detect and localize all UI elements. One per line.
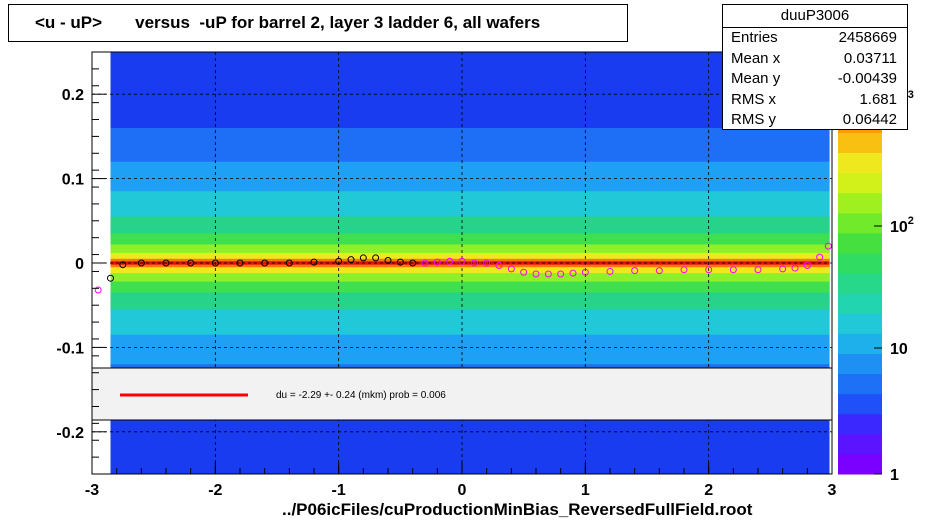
x-tick-label: 2 xyxy=(704,482,713,499)
profile-point xyxy=(779,265,787,273)
stats-row-mean-x: Mean x 0.03711 xyxy=(731,49,897,67)
stats-box: duuP3006 Entries 2458669 Mean x 0.03711 Me… xyxy=(722,4,908,130)
x-tick-label: 0 xyxy=(458,482,467,499)
profile-point xyxy=(384,256,392,264)
profile-point xyxy=(655,267,663,275)
profile-point xyxy=(421,259,429,267)
color-scale-segment xyxy=(838,313,882,334)
profile-point xyxy=(754,266,762,274)
x-tick-label: -1 xyxy=(332,482,346,499)
profile-point xyxy=(335,257,343,265)
profile-point xyxy=(310,258,318,266)
profile-point xyxy=(791,264,799,272)
profile-point xyxy=(816,253,824,261)
profile-point xyxy=(495,262,503,270)
profile-point xyxy=(187,259,195,267)
stats-row-mean-y: Mean y -0.00439 xyxy=(731,70,897,87)
profile-point xyxy=(631,267,639,275)
color-scale-segment xyxy=(838,252,882,274)
color-scale-segment xyxy=(838,132,882,153)
profile-point xyxy=(705,266,713,274)
x-tick-label: -2 xyxy=(208,482,222,499)
profile-point xyxy=(236,259,244,267)
color-scale-segment xyxy=(838,393,882,415)
profile-point xyxy=(285,259,293,267)
profile-point xyxy=(483,259,491,267)
y-tick-label: 0.2 xyxy=(62,87,84,104)
chart-title: <u - uP> versus -uP for barrel 2, layer … xyxy=(8,4,628,42)
x-axis: -3 -2 -1 0 1 2 3 xyxy=(85,462,837,499)
profile-point xyxy=(261,259,269,267)
z-tick-label: 102 xyxy=(890,215,914,236)
profile-point xyxy=(347,256,355,264)
profile-point xyxy=(606,267,614,275)
profile-point xyxy=(569,269,577,277)
color-scale-segment xyxy=(838,152,882,174)
profile-point xyxy=(396,258,404,266)
color-scale-segment xyxy=(838,373,882,395)
stats-row-rms-y: RMS y 0.06442 xyxy=(731,111,897,128)
profile-point xyxy=(137,259,145,267)
x-tick-label: 1 xyxy=(581,482,590,499)
y-tick-label: -0.2 xyxy=(56,425,84,442)
color-scale-segment xyxy=(838,273,882,294)
profile-point xyxy=(557,270,565,278)
profile-point xyxy=(119,261,127,269)
profile-point xyxy=(544,270,552,278)
stats-row-entries: Entries 2458669 xyxy=(731,29,897,46)
footer-filename: ../P06icFiles/cuProductionMinBias_Revers… xyxy=(282,500,753,519)
z-tick-label: 10 xyxy=(890,341,908,358)
profile-point xyxy=(803,262,811,270)
y-tick-label: -0.1 xyxy=(56,340,84,357)
color-scale-segment xyxy=(838,413,882,435)
color-scale-segment xyxy=(838,212,882,234)
color-scale-segment xyxy=(838,232,882,254)
profile-point xyxy=(433,258,441,266)
stats-name: duuP3006 xyxy=(723,5,907,28)
profile-point xyxy=(107,274,114,282)
color-scale-segment xyxy=(838,353,882,375)
profile-point xyxy=(824,242,832,250)
profile-point xyxy=(581,268,589,276)
profile-point xyxy=(680,266,688,274)
profile-point xyxy=(470,259,478,267)
profile-point xyxy=(359,254,367,262)
y-tick-label: 0 xyxy=(75,256,84,273)
color-scale-segment xyxy=(838,293,882,314)
stats-row-rms-x: RMS x 1.681 xyxy=(731,90,897,108)
color-scale-segment xyxy=(838,433,882,455)
fit-legend-text: du = -2.29 +- 0.24 (mkm) prob = 0.006 xyxy=(276,390,446,401)
z-tick-label: 1 xyxy=(890,467,899,484)
color-scale-segment xyxy=(838,172,882,194)
profile-point xyxy=(372,254,380,262)
profile-point xyxy=(532,270,540,278)
grid-lines xyxy=(92,52,832,474)
x-tick-label: 3 xyxy=(828,482,837,499)
profile-point xyxy=(409,259,417,267)
y-axis: -0.2 -0.1 0 0.1 0.2 xyxy=(56,51,106,475)
color-scale-segment xyxy=(838,453,882,475)
color-scale-segment xyxy=(838,192,882,214)
profile-point xyxy=(507,265,515,273)
profile-point xyxy=(94,286,102,294)
profile-point xyxy=(211,259,219,267)
profile-point xyxy=(446,257,454,265)
profile-point xyxy=(162,259,170,267)
profile-point xyxy=(729,266,737,274)
x-tick-label: -3 xyxy=(85,482,99,499)
profile-point xyxy=(520,268,528,276)
y-tick-label: 0.1 xyxy=(62,172,84,189)
profile-point xyxy=(458,257,466,265)
profile-markers xyxy=(94,242,832,294)
color-scale-segment xyxy=(838,333,882,354)
